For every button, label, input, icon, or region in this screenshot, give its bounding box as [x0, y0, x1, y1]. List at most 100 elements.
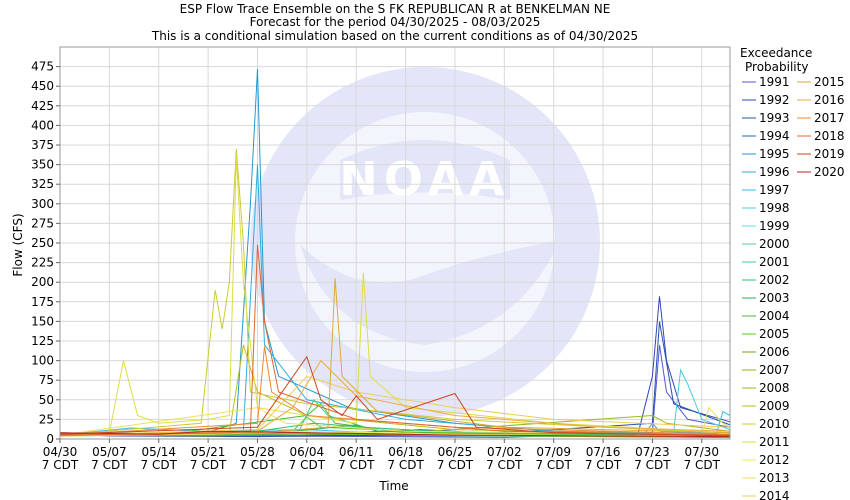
- legend-entry: 2012: [759, 453, 790, 467]
- x-tick-label: 07/30: [684, 445, 719, 459]
- x-tick-label: 05/14: [141, 445, 176, 459]
- legend-entry: 2003: [759, 291, 790, 305]
- legend-entry: 1998: [759, 201, 790, 215]
- chart-title-line-3: This is a conditional simulation based o…: [151, 29, 638, 43]
- x-tick-label: 07/16: [586, 445, 621, 459]
- legend-entry: 1991: [759, 75, 790, 89]
- y-tick-label: 250: [31, 236, 54, 250]
- y-tick-label: 275: [31, 216, 54, 230]
- y-tick-label: 225: [31, 256, 54, 270]
- legend-entry: 2009: [759, 399, 790, 413]
- legend: 1991 1992 1993 1994 1995 1996 1997 1998 1999 2000…: [742, 75, 845, 500]
- legend-entry: 2006: [759, 345, 790, 359]
- x-tick-sublabel: 7 CDT: [684, 458, 721, 472]
- x-tick-label: 07/02: [487, 445, 522, 459]
- series-line-2016: [59, 359, 731, 436]
- legend-entry: 1994: [759, 129, 790, 143]
- y-tick-label: 0: [46, 432, 54, 446]
- legend-entry: 2016: [814, 93, 845, 107]
- legend-entry: 2002: [759, 273, 790, 287]
- chart-title-line-1: ESP Flow Trace Ensemble on the S FK REPU…: [180, 2, 611, 16]
- legend-entry: 1992: [759, 93, 790, 107]
- legend-entry: 2018: [814, 129, 845, 143]
- x-tick-label: 06/04: [290, 445, 325, 459]
- x-tick-sublabel: 7 CDT: [190, 458, 227, 472]
- legend-entry: 2007: [759, 363, 790, 377]
- x-tick-label: 06/11: [339, 445, 374, 459]
- series-line-2011: [59, 156, 731, 436]
- y-tick-label: 200: [31, 275, 54, 289]
- y-tick-label: 475: [31, 60, 54, 74]
- x-tick-sublabel: 7 CDT: [535, 458, 572, 472]
- y-tick-label: 100: [31, 354, 54, 368]
- x-tick-label: 05/21: [191, 445, 226, 459]
- legend-entry: 2000: [759, 237, 790, 251]
- series-line-2006: [59, 433, 731, 438]
- y-axis-label: Flow (CFS): [11, 213, 25, 276]
- x-tick-label: 07/23: [635, 445, 670, 459]
- x-tick-sublabel: 7 CDT: [42, 458, 79, 472]
- y-tick-label: 350: [31, 158, 54, 172]
- legend-entry: 1993: [759, 111, 790, 125]
- x-tick-label: 05/28: [240, 445, 275, 459]
- x-tick-sublabel: 7 CDT: [437, 458, 474, 472]
- y-tick-label: 175: [31, 295, 54, 309]
- x-tick-sublabel: 7 CDT: [91, 458, 128, 472]
- series-lines: [59, 68, 731, 438]
- legend-entry: 2011: [759, 435, 790, 449]
- legend-entry: 2015: [814, 75, 845, 89]
- legend-entry: 2005: [759, 327, 790, 341]
- x-axis-label: Time: [378, 479, 408, 493]
- legend-entry: 2004: [759, 309, 790, 323]
- y-axis-ticks: 0 25 50 75 100 125 150 175 200 225 250 275 300 325 350…: [31, 60, 60, 446]
- series-line-2018: [59, 244, 731, 436]
- noaa-watermark-logo: NOAA: [250, 67, 600, 417]
- legend-entry: 1996: [759, 165, 790, 179]
- series-line-2014: [59, 375, 731, 436]
- y-tick-label: 125: [31, 334, 54, 348]
- y-tick-label: 150: [31, 314, 54, 328]
- series-line-2012: [59, 430, 731, 438]
- y-tick-label: 400: [31, 118, 54, 132]
- x-tick-sublabel: 7 CDT: [141, 458, 178, 472]
- x-tick-sublabel: 7 CDT: [486, 458, 523, 472]
- legend-entry: 2017: [814, 111, 845, 125]
- legend-entry: 2001: [759, 255, 790, 269]
- y-tick-label: 75: [39, 373, 54, 387]
- legend-title-line-1: Exceedance: [740, 46, 812, 60]
- legend-entry: 2019: [814, 147, 845, 161]
- legend-entry: 1995: [759, 147, 790, 161]
- series-line-2019: [59, 355, 731, 437]
- series-line-2010: [59, 148, 731, 436]
- legend-entry: 2008: [759, 381, 790, 395]
- y-tick-label: 450: [31, 79, 54, 93]
- legend-entry: 1997: [759, 183, 790, 197]
- y-tick-label: 25: [39, 412, 54, 426]
- x-tick-sublabel: 7 CDT: [387, 458, 424, 472]
- svg-text:NOAA: NOAA: [339, 152, 511, 206]
- x-tick-label: 07/09: [536, 445, 571, 459]
- y-tick-label: 375: [31, 138, 54, 152]
- x-tick-sublabel: 7 CDT: [338, 458, 375, 472]
- legend-entry: 1999: [759, 219, 790, 233]
- x-tick-sublabel: 7 CDT: [634, 458, 671, 472]
- legend-entry: 2020: [814, 165, 845, 179]
- x-tick-label: 04/30: [43, 445, 78, 459]
- x-tick-label: 06/18: [388, 445, 423, 459]
- y-tick-label: 50: [39, 393, 54, 407]
- grid: [59, 47, 730, 440]
- y-tick-label: 425: [31, 99, 54, 113]
- x-tick-sublabel: 7 CDT: [289, 458, 326, 472]
- chart-title-line-2: Forecast for the period 04/30/2025 - 08/…: [250, 15, 541, 29]
- x-tick-sublabel: 7 CDT: [585, 458, 622, 472]
- y-tick-label: 300: [31, 197, 54, 211]
- legend-entry: 2010: [759, 417, 790, 431]
- y-tick-label: 325: [31, 177, 54, 191]
- legend-entry: 2013: [759, 471, 790, 485]
- legend-entry: 2014: [759, 489, 790, 500]
- x-tick-label: 05/07: [92, 445, 127, 459]
- x-tick-label: 06/25: [438, 445, 473, 459]
- x-tick-sublabel: 7 CDT: [239, 458, 276, 472]
